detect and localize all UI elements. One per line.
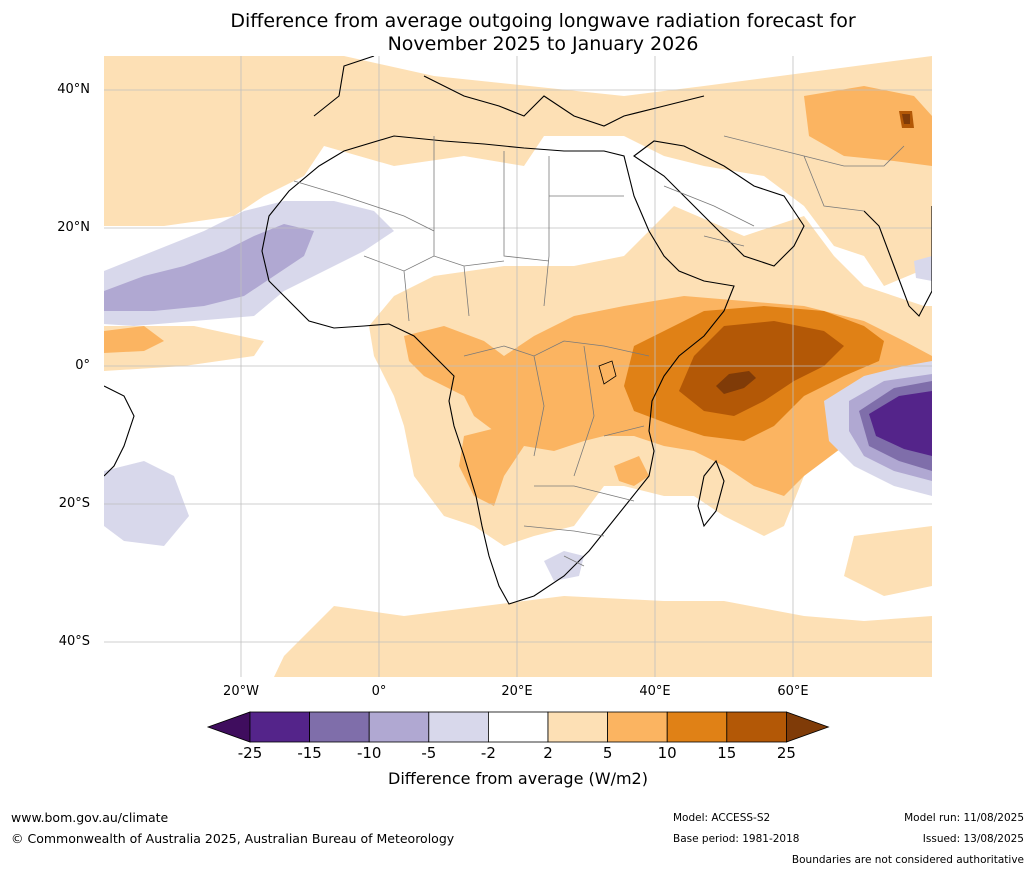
colorbar-tick-label: 25 <box>776 744 796 762</box>
lat-label-20s: 20°S <box>58 496 90 511</box>
lon-label-20w: 20°W <box>223 684 259 699</box>
anomaly-deep-purple <box>869 391 932 456</box>
colorbar-tick-label: 2 <box>543 744 553 762</box>
lat-label-0: 0° <box>75 358 90 373</box>
footer-issued: Issued: 13/08/2025 <box>922 833 1024 845</box>
anomaly-darkest-brown <box>716 114 910 394</box>
colorbar-swatch <box>547 711 608 743</box>
coastlines <box>104 56 932 605</box>
footer-disclaimer: Boundaries are not considered authoritat… <box>791 854 1024 866</box>
graticule <box>104 56 932 677</box>
colorbar-swatch <box>428 711 489 743</box>
colorbar-tick-label: -5 <box>421 744 437 762</box>
colorbar-tick-label: 10 <box>657 744 677 762</box>
footer-base-period: Base period: 1981-2018 <box>673 833 800 845</box>
colorbar-label: Difference from average (W/m2) <box>388 769 648 788</box>
colorbar-tick-label: -10 <box>356 744 382 762</box>
lakes <box>598 360 617 385</box>
colorbar-tick-label: -25 <box>237 744 263 762</box>
chart-title: Difference from average outgoing longwav… <box>0 10 1035 56</box>
colorbar-tick-label: 15 <box>717 744 737 762</box>
colorbar-swatch <box>368 711 430 743</box>
colorbar-swatch <box>487 711 549 743</box>
lat-label-20n: 20°N <box>57 220 90 235</box>
colorbar-extend-high <box>786 711 830 743</box>
lat-label-40n: 40°N <box>57 82 90 97</box>
lon-label-40e: 40°E <box>639 684 671 699</box>
colorbar-tick-label: -15 <box>297 744 322 762</box>
footer-model: Model: ACCESS-S2 <box>673 812 771 824</box>
colorbar-tick-label: -2 <box>480 744 496 762</box>
footer-url[interactable]: www.bom.gov.au/climate <box>11 810 169 825</box>
colorbar-swatch <box>607 711 668 743</box>
footer-model-run: Model run: 11/08/2025 <box>904 812 1024 824</box>
lat-label-40s: 40°S <box>58 634 90 649</box>
colorbar-tick-label: 5 <box>602 744 613 762</box>
title-line-1: Difference from average outgoing longwav… <box>230 10 856 32</box>
colorbar-swatch <box>249 711 310 743</box>
lon-label-60e: 60°E <box>777 684 809 699</box>
lon-label-0: 0° <box>371 684 387 699</box>
colorbar-swatch <box>726 711 787 743</box>
footer-copyright: © Commonwealth of Australia 2025, Austra… <box>11 831 455 846</box>
colorbar-swatch <box>309 711 370 743</box>
colorbar-swatch <box>666 711 728 743</box>
colorbar-extend-low <box>206 711 251 743</box>
colorbar <box>206 711 830 743</box>
olr-anomaly-map <box>104 56 932 677</box>
lon-label-20e: 20°E <box>501 684 533 699</box>
title-line-2: November 2025 to January 2026 <box>387 33 699 55</box>
country-borders <box>293 135 905 567</box>
